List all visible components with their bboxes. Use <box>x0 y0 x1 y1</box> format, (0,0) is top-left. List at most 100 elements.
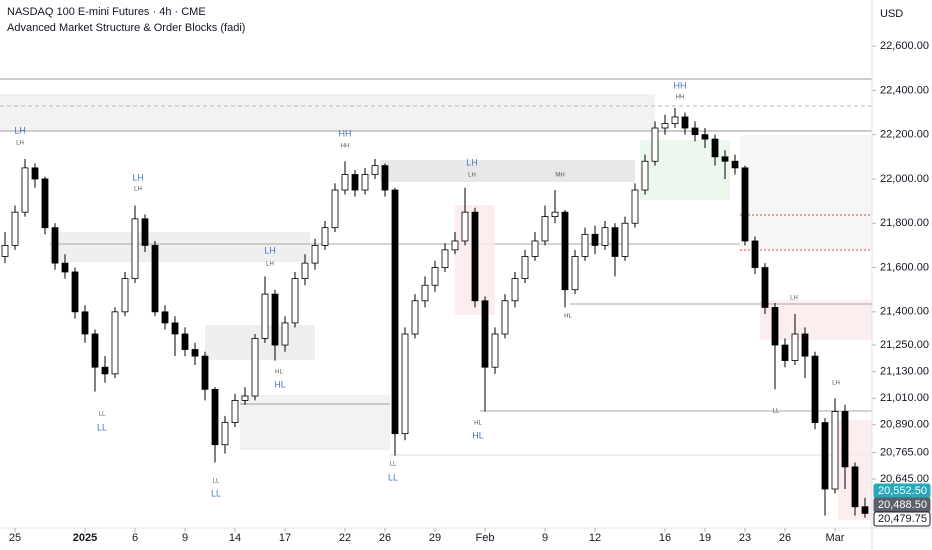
price-tag-label: 20,479.75 <box>878 513 927 525</box>
structure-label-small: LH <box>468 173 476 179</box>
candle-body <box>501 300 509 335</box>
candle-body <box>521 256 529 280</box>
candle-body <box>841 411 849 468</box>
structure-label-small: HL <box>474 421 482 427</box>
candle-body <box>71 271 79 313</box>
currency: USD <box>880 8 903 20</box>
candle-body <box>321 227 329 246</box>
structure-label-small: HH <box>341 144 350 150</box>
structure-label-small: LL <box>773 409 780 415</box>
candle-body <box>151 244 159 313</box>
structure-label: LH <box>466 157 478 167</box>
candle-body <box>81 311 89 335</box>
x-tick-label: 9 <box>182 532 188 544</box>
candle-body <box>671 116 679 124</box>
structure-label: LL <box>211 488 221 498</box>
candle-body <box>811 355 819 423</box>
candle-body <box>711 138 719 158</box>
candle-body <box>331 189 339 229</box>
candle-body <box>561 211 569 291</box>
candle-body <box>431 267 439 286</box>
x-tick-label: Feb <box>476 532 495 544</box>
candle-body <box>601 227 609 246</box>
y-tick-label: 22,000.00 <box>880 173 929 185</box>
candle-body <box>721 156 729 162</box>
structure-label-small: LH <box>832 381 840 387</box>
candle-body <box>61 262 69 273</box>
structure-label: LH <box>14 125 26 135</box>
structure-label-small: LL <box>390 462 397 468</box>
candle-body <box>851 466 859 508</box>
structure-label: HH <box>339 128 352 138</box>
candle-body <box>441 249 449 268</box>
candle-body <box>751 240 759 268</box>
candle-body <box>161 311 169 324</box>
candle-body <box>291 278 299 324</box>
structure-label-small: MH <box>555 173 564 179</box>
candle-body <box>181 333 189 350</box>
candle-body <box>791 333 799 361</box>
structure-label-small: LH <box>266 262 274 268</box>
structure-label: HL <box>472 430 484 440</box>
price-tag-label: 20,488.50 <box>878 499 927 511</box>
candle-body <box>281 322 289 346</box>
x-tick-label: 6 <box>132 532 138 544</box>
x-tick-label: 2025 <box>73 532 97 544</box>
candle-body <box>221 422 229 446</box>
y-tick-label: 21,250.00 <box>880 339 929 351</box>
y-tick-label: 20,890.00 <box>880 419 929 431</box>
candle-body <box>861 506 869 514</box>
candle-body <box>421 284 429 302</box>
candle-body <box>801 333 809 357</box>
candle-body <box>471 211 479 302</box>
y-tick-label: 21,130.00 <box>880 366 929 378</box>
x-tick-label: 19 <box>699 532 711 544</box>
candle-body <box>201 355 209 390</box>
candle-body <box>831 411 839 490</box>
candle-body <box>271 293 279 346</box>
candle-body <box>141 218 149 246</box>
candle-body <box>611 227 619 257</box>
candle-body <box>351 174 359 191</box>
structure-label: LL <box>97 422 107 432</box>
candle-body <box>121 278 129 313</box>
structure-label-small: HL <box>275 370 283 376</box>
candle-body <box>211 388 219 446</box>
candle-body <box>571 256 579 291</box>
candle-body <box>701 134 709 140</box>
structure-label: LH <box>132 172 144 182</box>
candle-body <box>101 366 109 375</box>
candle-body <box>661 123 669 129</box>
y-tick-label: 22,400.00 <box>880 84 929 96</box>
price-tag <box>873 511 931 527</box>
structure-label: HL <box>274 379 286 389</box>
candle-body <box>21 167 29 213</box>
candle-body <box>361 174 369 191</box>
x-tick-label: Mar <box>826 532 845 544</box>
y-tick-label: 22,200.00 <box>880 129 929 141</box>
x-tick-label: 9 <box>542 532 548 544</box>
candle-body <box>531 240 539 257</box>
candle-body <box>91 333 99 368</box>
candle-body <box>481 300 489 368</box>
candle-body <box>51 227 59 264</box>
candle-body <box>591 233 599 246</box>
candle-body <box>731 160 739 169</box>
candle-body <box>131 218 139 280</box>
candle-body <box>401 333 409 435</box>
candle-body <box>191 349 199 357</box>
candle-body <box>771 307 779 346</box>
y-tick-label: 20,645.00 <box>880 473 929 485</box>
x-tick-label: 12 <box>589 532 601 544</box>
candle-body <box>31 167 39 180</box>
y-tick-label: 21,010.00 <box>880 392 929 404</box>
candle-body <box>261 293 269 339</box>
structure-label-small: HL <box>564 314 572 320</box>
candle-body <box>231 400 239 423</box>
y-tick-label: 21,800.00 <box>880 217 929 229</box>
structure-label-small: LH <box>16 141 24 147</box>
x-tick-label: 22 <box>339 532 351 544</box>
candle-body <box>371 165 379 175</box>
structure-label-small: LH <box>134 187 142 193</box>
candle-body <box>541 216 549 242</box>
